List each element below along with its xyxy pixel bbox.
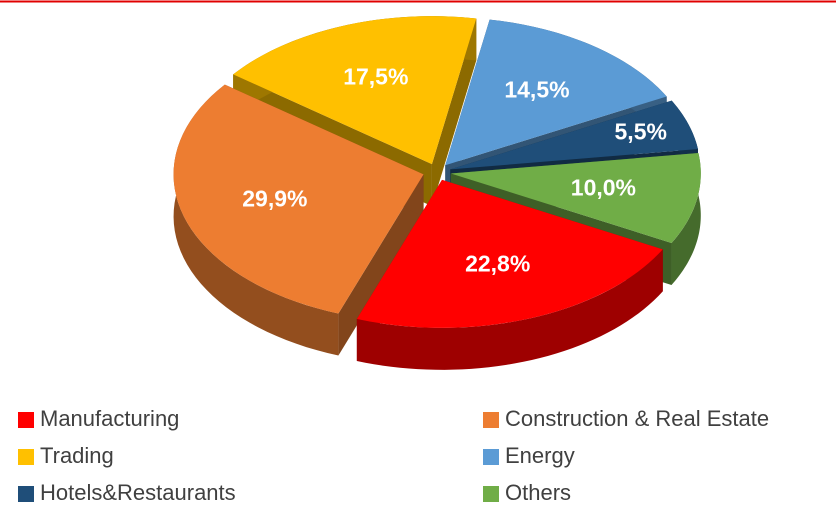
slice-side <box>173 84 339 356</box>
slice-edge <box>431 18 477 207</box>
slice-side <box>356 249 663 370</box>
legend-label: Construction & Real Estate <box>505 406 769 431</box>
legend-label: Hotels&Restaurants <box>40 480 236 505</box>
slice-edge <box>338 174 424 356</box>
slice <box>450 100 698 170</box>
slice-side <box>671 153 701 285</box>
slice <box>450 153 701 243</box>
legend-swatch <box>18 449 34 465</box>
data-label: 10,0% <box>571 175 636 201</box>
slice <box>233 16 477 165</box>
legend-swatch <box>483 449 499 465</box>
legend-label: Others <box>505 480 571 505</box>
legend-swatch <box>483 486 499 502</box>
data-label: 14,5% <box>504 76 569 102</box>
legend-swatch <box>483 412 499 428</box>
slice <box>173 84 424 314</box>
legend-swatch <box>18 412 34 428</box>
legend-label: Manufacturing <box>40 406 179 431</box>
legend-label: Energy <box>505 443 575 468</box>
legend-swatch <box>18 486 34 502</box>
data-label: 17,5% <box>343 64 408 90</box>
data-label: 29,9% <box>242 185 307 211</box>
slice <box>445 19 667 166</box>
data-label: 5,5% <box>615 118 667 144</box>
slice <box>356 179 663 328</box>
pie-tops: 22,8% 29,9% 17,5% 14,5% 5,5% 10,0% <box>173 16 701 328</box>
legend-label: Trading <box>40 443 114 468</box>
legend: Manufacturing Construction & Real Estate T… <box>18 406 769 505</box>
data-label: 22,8% <box>465 251 530 277</box>
